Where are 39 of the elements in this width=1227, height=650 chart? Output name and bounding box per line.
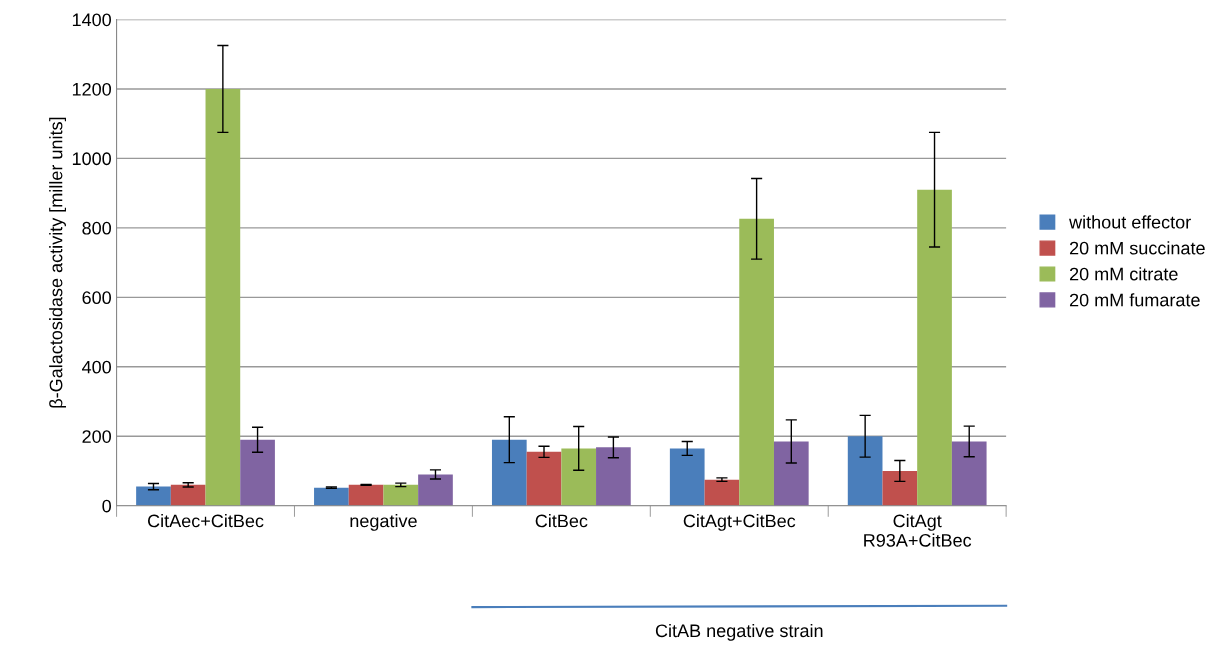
bar: [882, 470, 918, 506]
bar: [314, 487, 349, 506]
bar: [773, 441, 809, 506]
legend-label: 20 mM citrate: [1069, 267, 1178, 281]
bar: [739, 218, 774, 506]
bar: [951, 441, 987, 506]
y-tick-label: 200: [82, 430, 111, 443]
x-tick-label: negative: [350, 514, 417, 531]
y-tick-label: 1000: [72, 152, 111, 166]
y-tick-label: 0: [102, 499, 111, 513]
bar: [240, 439, 275, 506]
text: CitAB negative strain: [655, 623, 823, 641]
x-tick-label: CitAgt R93A+CitBec: [864, 514, 972, 547]
bar: [136, 486, 171, 506]
y-tick-label: 1200: [72, 82, 111, 96]
y-tick-label: 1400: [72, 13, 111, 27]
bar: [704, 479, 740, 506]
bar: [491, 439, 527, 506]
bar: [526, 451, 562, 506]
bar: [170, 484, 206, 506]
bar: [418, 474, 453, 506]
y-axis-title: β-Galactosidase activity [miller units]: [49, 117, 66, 408]
legend-label: 20 mM succinate: [1069, 241, 1205, 255]
bar: [596, 447, 631, 506]
y-tick-label: 400: [82, 360, 111, 374]
bar: [205, 88, 241, 506]
x-tick-label: CitAgt+CitBec: [683, 514, 796, 531]
bar: [383, 484, 419, 506]
bar: [917, 189, 952, 506]
bar: [348, 484, 384, 506]
bar: [847, 436, 883, 506]
x-tick-label: CitAec+CitBec: [147, 514, 264, 528]
y-tick-label: 800: [82, 221, 111, 235]
bar: [669, 448, 705, 506]
legend-label: 20 mM fumarate: [1069, 293, 1200, 307]
bar: [561, 448, 597, 506]
legend-label: without effector: [1069, 215, 1191, 229]
y-tick-label: 600: [82, 291, 111, 305]
x-tick-label: CitBec: [535, 514, 588, 528]
